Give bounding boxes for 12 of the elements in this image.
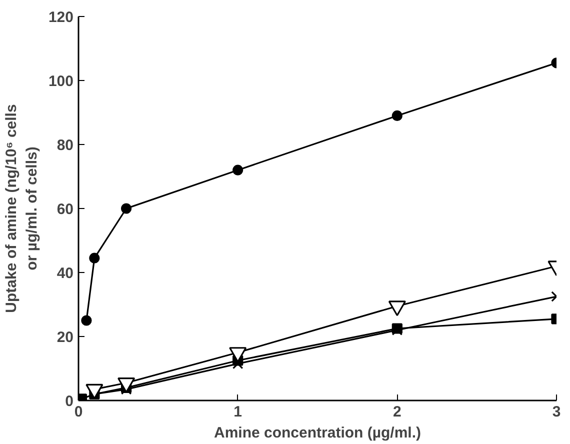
x-tick-label: 3 [552, 404, 561, 420]
y-axis-title: Uptake of amine (ng/10⁶ cells or µg/ml. of cells) [3, 104, 40, 313]
y-tick-label: 120 [48, 9, 74, 26]
x-tick-label: 1 [234, 404, 242, 420]
y-tick-label: 100 [48, 73, 74, 90]
y-tick-label: 40 [56, 265, 74, 282]
y-tick-label: 0 [65, 393, 74, 410]
x-tick-label: 2 [392, 404, 402, 420]
x-axis-title: Amine concentration (µg/ml.) [214, 424, 422, 442]
y-tick-label: 60 [56, 201, 74, 218]
y-tick-label: 20 [56, 329, 74, 346]
y-tick-label: 80 [56, 137, 74, 154]
